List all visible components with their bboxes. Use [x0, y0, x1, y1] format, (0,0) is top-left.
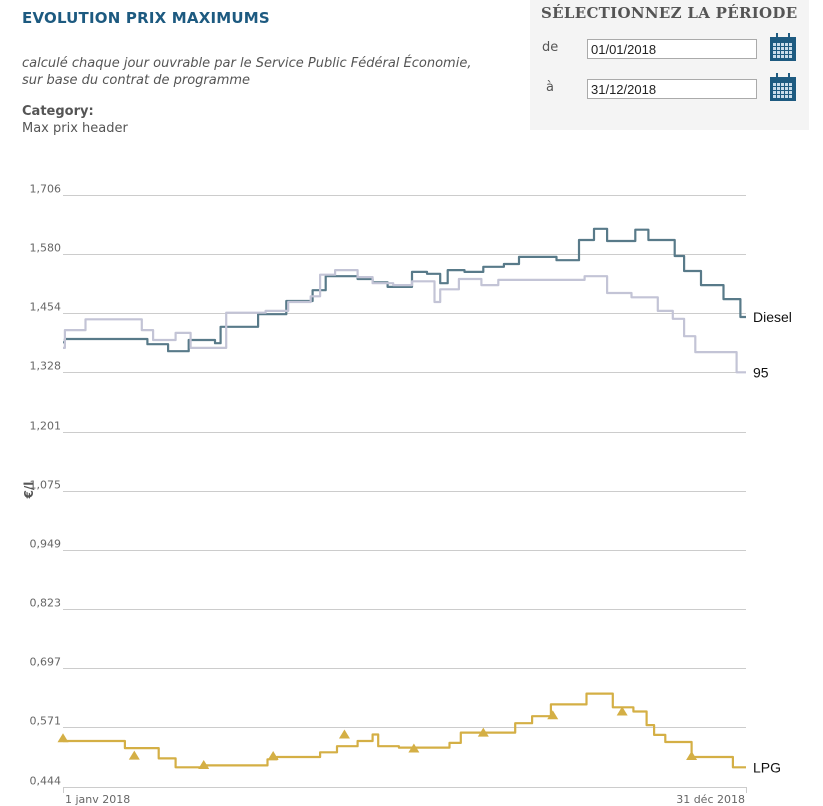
- series-label: LPG: [753, 759, 781, 775]
- data-point-marker[interactable]: [57, 733, 69, 743]
- category-label: Category:: [22, 104, 94, 119]
- y-tick-label: 1,454: [30, 301, 62, 314]
- data-point-marker[interactable]: [547, 710, 559, 720]
- data-point-marker[interactable]: [198, 759, 210, 769]
- series-line[interactable]: [63, 269, 746, 374]
- series-line[interactable]: [63, 227, 746, 353]
- series-line[interactable]: [63, 692, 746, 769]
- y-tick-label: 1,328: [30, 360, 62, 373]
- subtitle-line-2: sur base du contrat de programme: [22, 73, 251, 88]
- data-point-marker[interactable]: [128, 750, 140, 760]
- period-selector: SÉLECTIONNEZ LA PÉRIODE de à: [530, 0, 809, 130]
- y-tick-label: 0,949: [30, 538, 62, 551]
- grid: [63, 195, 746, 788]
- from-label: de: [542, 40, 559, 55]
- x-tick-label: 31 déc 2018: [676, 793, 745, 806]
- to-label: à: [546, 80, 554, 95]
- data-point-marker[interactable]: [408, 743, 420, 753]
- data-point-marker[interactable]: [477, 727, 489, 737]
- series-95: 95: [63, 269, 769, 380]
- series-lpg: LPG: [57, 692, 781, 775]
- to-date-input[interactable]: [587, 79, 757, 99]
- y-tick-label: 1,580: [30, 242, 62, 255]
- from-date-input[interactable]: [587, 39, 757, 59]
- y-tick-label: 0,444: [30, 775, 62, 788]
- x-tick-label: 1 janv 2018: [65, 793, 130, 806]
- y-tick-label: 0,571: [30, 715, 62, 728]
- data-point-marker[interactable]: [267, 751, 279, 761]
- data-point-marker[interactable]: [686, 751, 698, 761]
- data-point-marker[interactable]: [338, 729, 350, 739]
- y-tick-label: 1,706: [30, 183, 62, 196]
- series-diesel: Diesel: [63, 227, 792, 353]
- subtitle: calculé chaque jour ouvrable par le Serv…: [22, 55, 502, 89]
- y-tick-label: 1,201: [30, 420, 62, 433]
- series-group: Diesel 95 LPG: [57, 227, 792, 775]
- category-value: Max prix header: [22, 121, 128, 136]
- period-title: SÉLECTIONNEZ LA PÉRIODE: [541, 4, 798, 22]
- calendar-icon[interactable]: [770, 33, 796, 61]
- x-axis: 1 janv 2018 31 déc 2018: [63, 787, 747, 806]
- y-axis-label: €/l: [22, 482, 36, 500]
- y-tick-label: 1,075: [30, 479, 62, 492]
- calendar-icon[interactable]: [770, 73, 796, 101]
- subtitle-line-1: calculé chaque jour ouvrable par le Serv…: [22, 56, 472, 71]
- data-point-marker[interactable]: [616, 706, 628, 716]
- y-tick-label: 0,823: [30, 597, 62, 610]
- series-label: Diesel: [753, 309, 792, 325]
- y-axis-ticks: 1,706 1,580 1,454 1,328 1,201 1,075 0,949 0,823…: [30, 183, 62, 788]
- y-tick-label: 0,697: [30, 656, 62, 669]
- series-label: 95: [753, 364, 769, 380]
- page-title: EVOLUTION PRIX MAXIMUMS: [22, 9, 270, 27]
